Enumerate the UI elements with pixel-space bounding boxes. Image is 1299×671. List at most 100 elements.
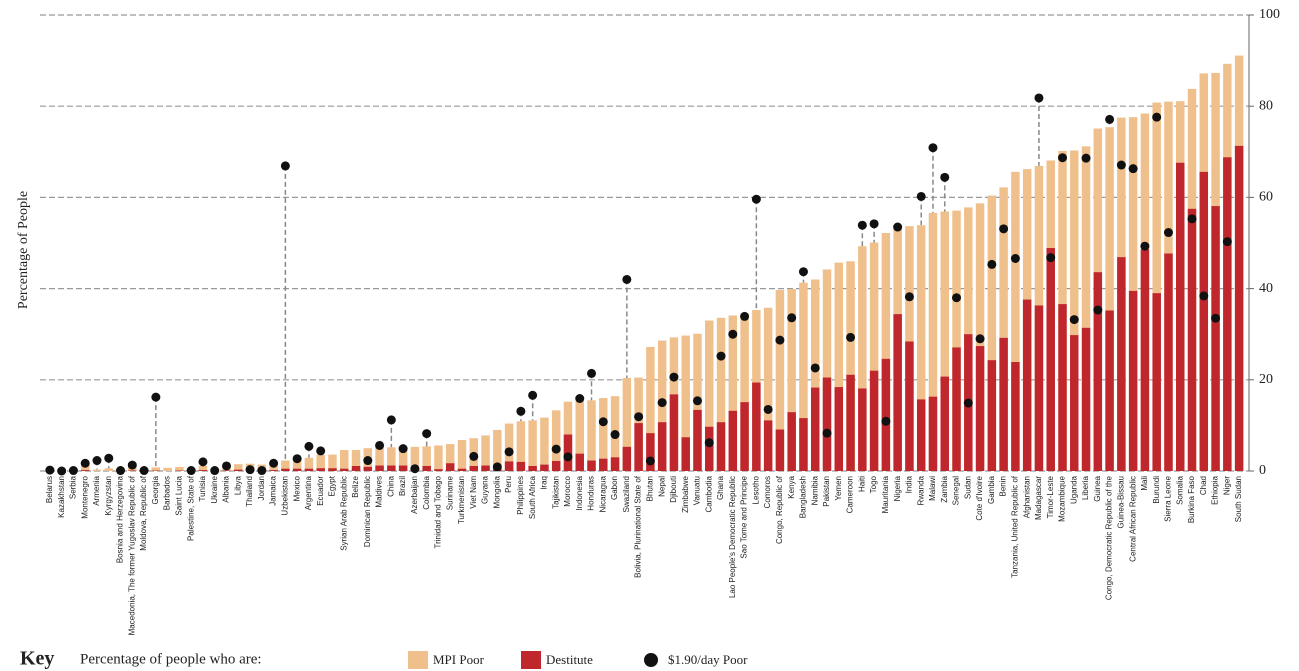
- x-tick-label: Bangladesh: [799, 476, 808, 518]
- x-tick-label: Barbados: [163, 476, 172, 510]
- bar: [363, 466, 373, 471]
- bar: [1128, 290, 1138, 471]
- x-tick-label: Lesotho: [751, 475, 760, 504]
- x-tick-label: Nigeria: [893, 475, 902, 501]
- dot: [1152, 112, 1162, 122]
- dot: [1199, 291, 1209, 301]
- bar: [1152, 102, 1161, 471]
- bar: [198, 470, 208, 471]
- x-tick-label: Nicaragua: [598, 475, 607, 512]
- bar: [422, 446, 431, 471]
- bar: [940, 376, 949, 471]
- dot: [904, 292, 914, 302]
- bar: [999, 187, 1008, 472]
- dot: [963, 398, 973, 408]
- x-tick-label: Zambia: [940, 475, 949, 502]
- bar: [1058, 304, 1067, 471]
- bar: [846, 374, 855, 471]
- bar: [858, 246, 867, 471]
- y-tick-label: 0: [1259, 463, 1266, 478]
- x-tick-label: Malawi: [928, 476, 937, 501]
- x-tick-label: Cambodia: [704, 475, 713, 512]
- bar: [681, 335, 690, 471]
- dot: [728, 329, 738, 339]
- bar: [1093, 272, 1103, 471]
- x-tick-label: Niger: [1222, 476, 1231, 495]
- dot: [1105, 114, 1115, 124]
- legend-label: Destitute: [546, 652, 593, 667]
- dot: [469, 451, 479, 461]
- x-tick-label: Zimbabwe: [681, 475, 690, 512]
- bar: [728, 315, 738, 471]
- dot: [881, 416, 891, 426]
- bar: [705, 320, 714, 471]
- dot: [269, 458, 279, 468]
- x-tick-label: Comoros: [763, 476, 772, 508]
- y-tick-label: 60: [1259, 190, 1273, 205]
- bar: [234, 464, 243, 471]
- x-tick-label: Macedonia, The former Yugoslav Republic …: [127, 475, 136, 635]
- bar: [646, 346, 655, 471]
- x-tick-label: Mauritania: [881, 475, 890, 513]
- bar: [740, 313, 749, 471]
- x-tick-label: Madagascar: [1034, 476, 1043, 520]
- x-tick-label: Burundi: [1152, 476, 1161, 504]
- bar: [952, 347, 961, 471]
- bar: [928, 396, 938, 471]
- x-tick-label: Viet Nam: [469, 476, 478, 509]
- bar: [610, 457, 620, 471]
- bar: [763, 307, 773, 471]
- bar: [304, 457, 314, 471]
- bar: [1176, 162, 1185, 471]
- x-tick-label: Ghana: [716, 475, 725, 500]
- bar: [434, 469, 443, 471]
- x-tick-label: Lao People's Democratic Republic: [728, 476, 737, 598]
- bar: [834, 262, 844, 471]
- bar: [987, 360, 997, 471]
- x-tick-label: Belize: [351, 475, 360, 497]
- x-tick-label: Namibia: [810, 475, 819, 505]
- x-tick-label: Rwanda: [916, 475, 925, 505]
- bar: [292, 459, 302, 471]
- dot: [846, 332, 856, 342]
- x-tick-label: Morocco: [563, 475, 572, 506]
- dot: [1069, 315, 1079, 325]
- bar: [540, 417, 549, 471]
- x-tick-label: Tajikistan: [551, 476, 560, 509]
- bar: [822, 377, 832, 471]
- y-tick-label: 20: [1259, 372, 1273, 387]
- x-tick-label: Serbia: [69, 475, 78, 499]
- x-tick-label: Moldova, Republic of: [139, 475, 148, 550]
- bar: [516, 421, 526, 471]
- bar: [869, 370, 879, 471]
- x-tick-label: Syrian Arab Republic: [339, 476, 348, 551]
- bar: [375, 447, 384, 471]
- dot: [787, 313, 797, 323]
- bar: [375, 465, 384, 471]
- x-tick-label: Guinea: [1093, 475, 1102, 501]
- legend-swatch: [521, 651, 541, 669]
- x-tick-label: Georgia: [151, 475, 160, 504]
- bar: [916, 225, 926, 471]
- x-tick-label: Tunisia: [198, 475, 207, 501]
- bar: [916, 399, 926, 471]
- x-tick-label: Brazil: [398, 476, 407, 496]
- bar: [881, 358, 891, 471]
- bar: [728, 410, 738, 471]
- x-tick-label: Gambia: [987, 475, 996, 504]
- bar: [481, 465, 490, 471]
- bar: [575, 400, 584, 471]
- bar: [1164, 253, 1173, 471]
- bar: [787, 412, 796, 471]
- dot: [952, 293, 962, 303]
- bar: [928, 212, 938, 472]
- bar: [481, 435, 490, 471]
- x-tick-label: Indonesia: [575, 475, 584, 510]
- x-tick-label: Guyana: [481, 475, 490, 504]
- bar: [269, 470, 278, 471]
- dot: [280, 161, 290, 171]
- bar: [999, 337, 1008, 471]
- bar: [1117, 257, 1126, 471]
- dot: [587, 368, 597, 378]
- x-tick-label: India: [905, 475, 914, 493]
